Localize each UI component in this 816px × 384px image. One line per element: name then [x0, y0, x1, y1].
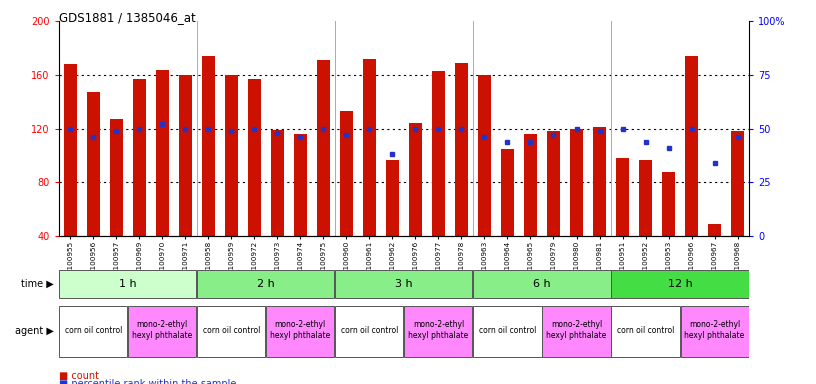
Bar	[197, 306, 265, 357]
Bar	[133, 79, 145, 236]
Bar	[543, 306, 610, 357]
Text: 1 h: 1 h	[119, 278, 136, 288]
Bar	[294, 134, 307, 236]
Bar	[60, 306, 127, 357]
Bar	[271, 130, 284, 236]
Bar	[335, 270, 472, 298]
Text: 2 h: 2 h	[257, 278, 275, 288]
Bar	[685, 56, 698, 236]
Bar	[248, 79, 260, 236]
Bar	[524, 134, 537, 236]
Bar	[110, 119, 122, 236]
Bar	[663, 172, 675, 236]
Bar	[225, 75, 237, 236]
Text: corn oil control: corn oil control	[341, 326, 398, 334]
Bar	[340, 111, 353, 236]
Bar	[64, 64, 77, 236]
Bar	[708, 224, 721, 236]
Text: ■ percentile rank within the sample: ■ percentile rank within the sample	[59, 379, 236, 384]
Bar	[87, 92, 100, 236]
Text: corn oil control: corn oil control	[617, 326, 674, 334]
Text: 3 h: 3 h	[395, 278, 413, 288]
Bar	[473, 270, 610, 298]
Text: corn oil control: corn oil control	[479, 326, 536, 334]
Text: mono-2-ethyl
hexyl phthalate: mono-2-ethyl hexyl phthalate	[270, 320, 330, 340]
Text: time ▶: time ▶	[21, 279, 54, 289]
Bar	[501, 149, 514, 236]
Bar	[405, 306, 472, 357]
Bar	[548, 131, 560, 236]
Text: corn oil control: corn oil control	[202, 326, 260, 334]
Bar	[409, 123, 422, 236]
Text: corn oil control: corn oil control	[64, 326, 122, 334]
Bar	[386, 160, 399, 236]
Text: GDS1881 / 1385046_at: GDS1881 / 1385046_at	[59, 12, 196, 25]
Bar	[156, 70, 169, 236]
Bar	[335, 306, 403, 357]
Bar	[681, 306, 748, 357]
Bar	[197, 270, 335, 298]
Text: 6 h: 6 h	[533, 278, 551, 288]
Bar	[570, 129, 583, 236]
Bar	[639, 160, 652, 236]
Bar	[363, 59, 375, 236]
Bar	[478, 75, 490, 236]
Text: mono-2-ethyl
hexyl phthalate: mono-2-ethyl hexyl phthalate	[132, 320, 193, 340]
Text: mono-2-ethyl
hexyl phthalate: mono-2-ethyl hexyl phthalate	[408, 320, 468, 340]
Text: mono-2-ethyl
hexyl phthalate: mono-2-ethyl hexyl phthalate	[685, 320, 745, 340]
Text: mono-2-ethyl
hexyl phthalate: mono-2-ethyl hexyl phthalate	[547, 320, 606, 340]
Bar	[731, 131, 744, 236]
Bar	[179, 75, 192, 236]
Bar	[616, 158, 629, 236]
Bar	[611, 306, 680, 357]
Bar	[473, 306, 542, 357]
Bar	[317, 60, 330, 236]
Bar	[611, 270, 748, 298]
Bar	[432, 71, 445, 236]
Bar	[455, 63, 468, 236]
Text: agent ▶: agent ▶	[16, 326, 54, 336]
Bar	[128, 306, 197, 357]
Text: ■ count: ■ count	[59, 371, 99, 381]
Bar	[266, 306, 335, 357]
Text: 12 h: 12 h	[667, 278, 693, 288]
Bar	[60, 270, 197, 298]
Bar	[202, 56, 215, 236]
Bar	[593, 127, 605, 236]
